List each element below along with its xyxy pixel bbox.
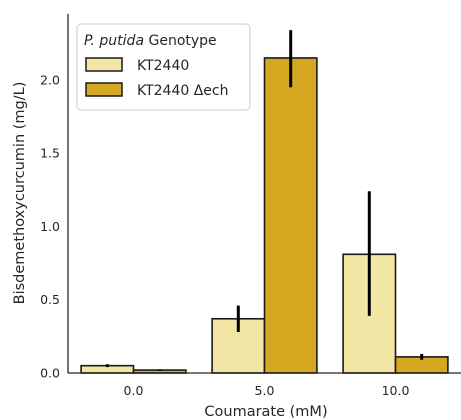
y-tick-labels: 0.0 0.5 1.0 1.5 2.0	[40, 72, 60, 380]
x-tick-label: 0.0	[124, 383, 144, 398]
bars-layer	[80, 57, 449, 374]
x-axis-title: Coumarate (mM)	[204, 404, 327, 420]
legend-title-suffix: Genotype	[144, 33, 217, 49]
legend: P. putida Genotype KT2440 KT2440 Δech	[76, 23, 251, 111]
x-tick-label: 10.0	[382, 383, 410, 398]
x-tick-label: 5.0	[255, 383, 275, 398]
legend-label-kt2440-dech: KT2440 Δech	[137, 83, 229, 99]
bar-series2-5_0	[263, 57, 318, 374]
y-axis-title: Bisdemethoxycurcumin (mg/L)	[12, 82, 28, 305]
y-tick-label: 2.0	[40, 72, 60, 87]
legend-title: P. putida Genotype	[84, 33, 217, 49]
y-tick-label: 0.0	[40, 366, 60, 381]
x-tick-labels: 0.0 5.0 10.0	[124, 383, 410, 398]
legend-swatch-kt2440	[85, 57, 123, 72]
legend-swatch-kt2440-dech	[85, 82, 123, 97]
y-tick-label: 1.5	[40, 146, 60, 161]
y-tick-label: 1.0	[40, 219, 60, 234]
legend-label-kt2440: KT2440	[137, 58, 189, 74]
legend-title-species: P. putida	[84, 33, 144, 49]
error-bars-layer	[105, 30, 424, 371]
y-tick-label: 0.5	[40, 292, 60, 307]
